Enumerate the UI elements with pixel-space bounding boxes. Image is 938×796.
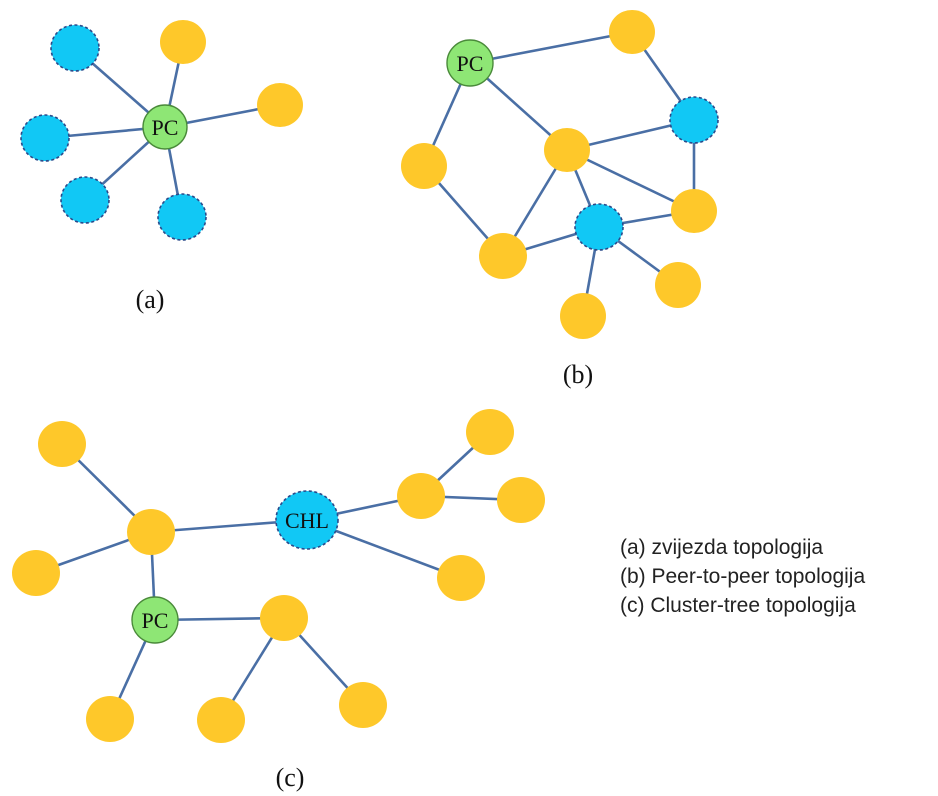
pan-coordinator-node: PC (142, 104, 188, 150)
end-device-node (397, 473, 445, 519)
pan-coordinator-circle (446, 39, 494, 87)
cluster-tree-topology: CHL PC (c) (12, 409, 545, 792)
end-device-node (339, 682, 387, 728)
end-device-node (671, 189, 717, 233)
end-device-node (655, 262, 701, 308)
caption-b: (b) (563, 360, 593, 389)
pan-coordinator-circle (142, 104, 188, 150)
link (469, 30, 633, 65)
pan-coordinator-label: PC (142, 608, 169, 633)
end-device-node (127, 509, 175, 555)
star-topology: PC (a) (20, 20, 303, 314)
full-function-device-node (669, 96, 719, 144)
end-device-node (86, 696, 134, 742)
cluster-head-node: CHL (275, 490, 339, 550)
full-function-device-node (50, 24, 100, 72)
caption-c: (c) (276, 763, 305, 792)
legend-item-peer-to-peer: (b) Peer-to-peer topologija (620, 565, 866, 588)
end-device-node (12, 550, 60, 596)
cluster-head-circle (275, 490, 339, 550)
end-device-node (257, 83, 303, 127)
caption-a: (a) (136, 285, 165, 314)
end-device-node (479, 233, 527, 279)
end-device-node (560, 293, 606, 339)
full-function-device-node (20, 114, 70, 162)
pan-coordinator-node: PC (131, 596, 179, 644)
link (566, 148, 695, 213)
legend-item-cluster-tree: (c) Cluster-tree topologija (620, 594, 856, 617)
end-device-node (544, 128, 590, 172)
end-device-node (609, 10, 655, 54)
end-device-node (466, 409, 514, 455)
pan-coordinator-circle (131, 596, 179, 644)
end-device-node (437, 555, 485, 601)
end-device-node (38, 421, 86, 467)
end-device-node (401, 143, 447, 189)
pan-coordinator-label: PC (457, 51, 484, 76)
full-function-device-node (60, 176, 110, 224)
pan-coordinator-node: PC (446, 39, 494, 87)
peer-to-peer-topology: PC (b) (401, 10, 719, 389)
full-function-device-node (157, 193, 207, 241)
legend-item-star: (a) zvijezda topologija (620, 536, 824, 559)
end-device-node (260, 595, 308, 641)
end-device-node (197, 697, 245, 743)
cluster-head-label: CHL (285, 508, 329, 533)
end-device-node (160, 20, 206, 64)
legend: (a) zvijezda topologija (b) Peer-to-peer… (620, 533, 865, 620)
end-device-node (497, 477, 545, 523)
pan-coordinator-label: PC (152, 115, 179, 140)
full-function-device-node (574, 203, 624, 251)
